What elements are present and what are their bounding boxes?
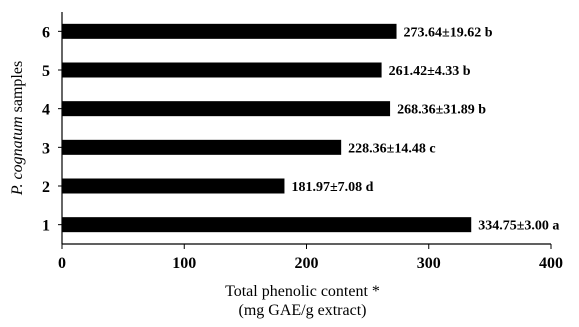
bar-sample-1 xyxy=(62,217,472,233)
bar-sample-6 xyxy=(62,23,397,39)
bar-sample-2 xyxy=(62,178,285,194)
data-labels: 334.75±3.00 a 181.97±7.08 d 228.36±14.48 c… xyxy=(291,25,559,233)
data-label-sample-3: 228.36±14.48 c xyxy=(348,141,435,156)
bar-sample-5 xyxy=(62,62,382,78)
x-tick-label: 400 xyxy=(539,255,563,272)
bar-sample-3 xyxy=(62,139,342,155)
y-tick-label: 1 xyxy=(42,218,50,235)
y-tick-label: 2 xyxy=(42,179,50,196)
data-label-sample-5: 261.42±4.33 b xyxy=(389,64,471,79)
y-tick-label: 3 xyxy=(42,140,50,157)
data-label-sample-2: 181.97±7.08 d xyxy=(291,180,373,195)
x-axis-title-unit: (mg GAE/g extract) xyxy=(239,302,367,319)
axes xyxy=(61,12,551,245)
y-tick-label: 6 xyxy=(42,24,50,41)
data-label-sample-4: 268.36±31.89 b xyxy=(397,103,486,118)
y-axis-title-species: P. cognatum xyxy=(9,116,26,196)
bar-sample-4 xyxy=(62,101,391,117)
x-tick-label: 0 xyxy=(58,255,66,272)
data-label-sample-6: 273.64±19.62 b xyxy=(404,25,493,40)
data-label-sample-1: 334.75±3.00 a xyxy=(478,219,559,234)
ticks: 1 2 3 4 5 6 0 100 200 300 400 xyxy=(42,24,563,272)
x-tick-label: 100 xyxy=(172,255,196,272)
y-tick-label: 4 xyxy=(42,102,50,119)
y-axis-title-suffix: samples xyxy=(9,61,26,117)
x-tick-label: 300 xyxy=(417,255,441,272)
bars xyxy=(62,23,472,233)
x-axis-title: Total phenolic content * xyxy=(225,283,380,300)
y-tick-label: 5 xyxy=(42,63,50,80)
y-axis-title: P. cognatum samples xyxy=(9,61,26,196)
x-tick-label: 200 xyxy=(295,255,319,272)
